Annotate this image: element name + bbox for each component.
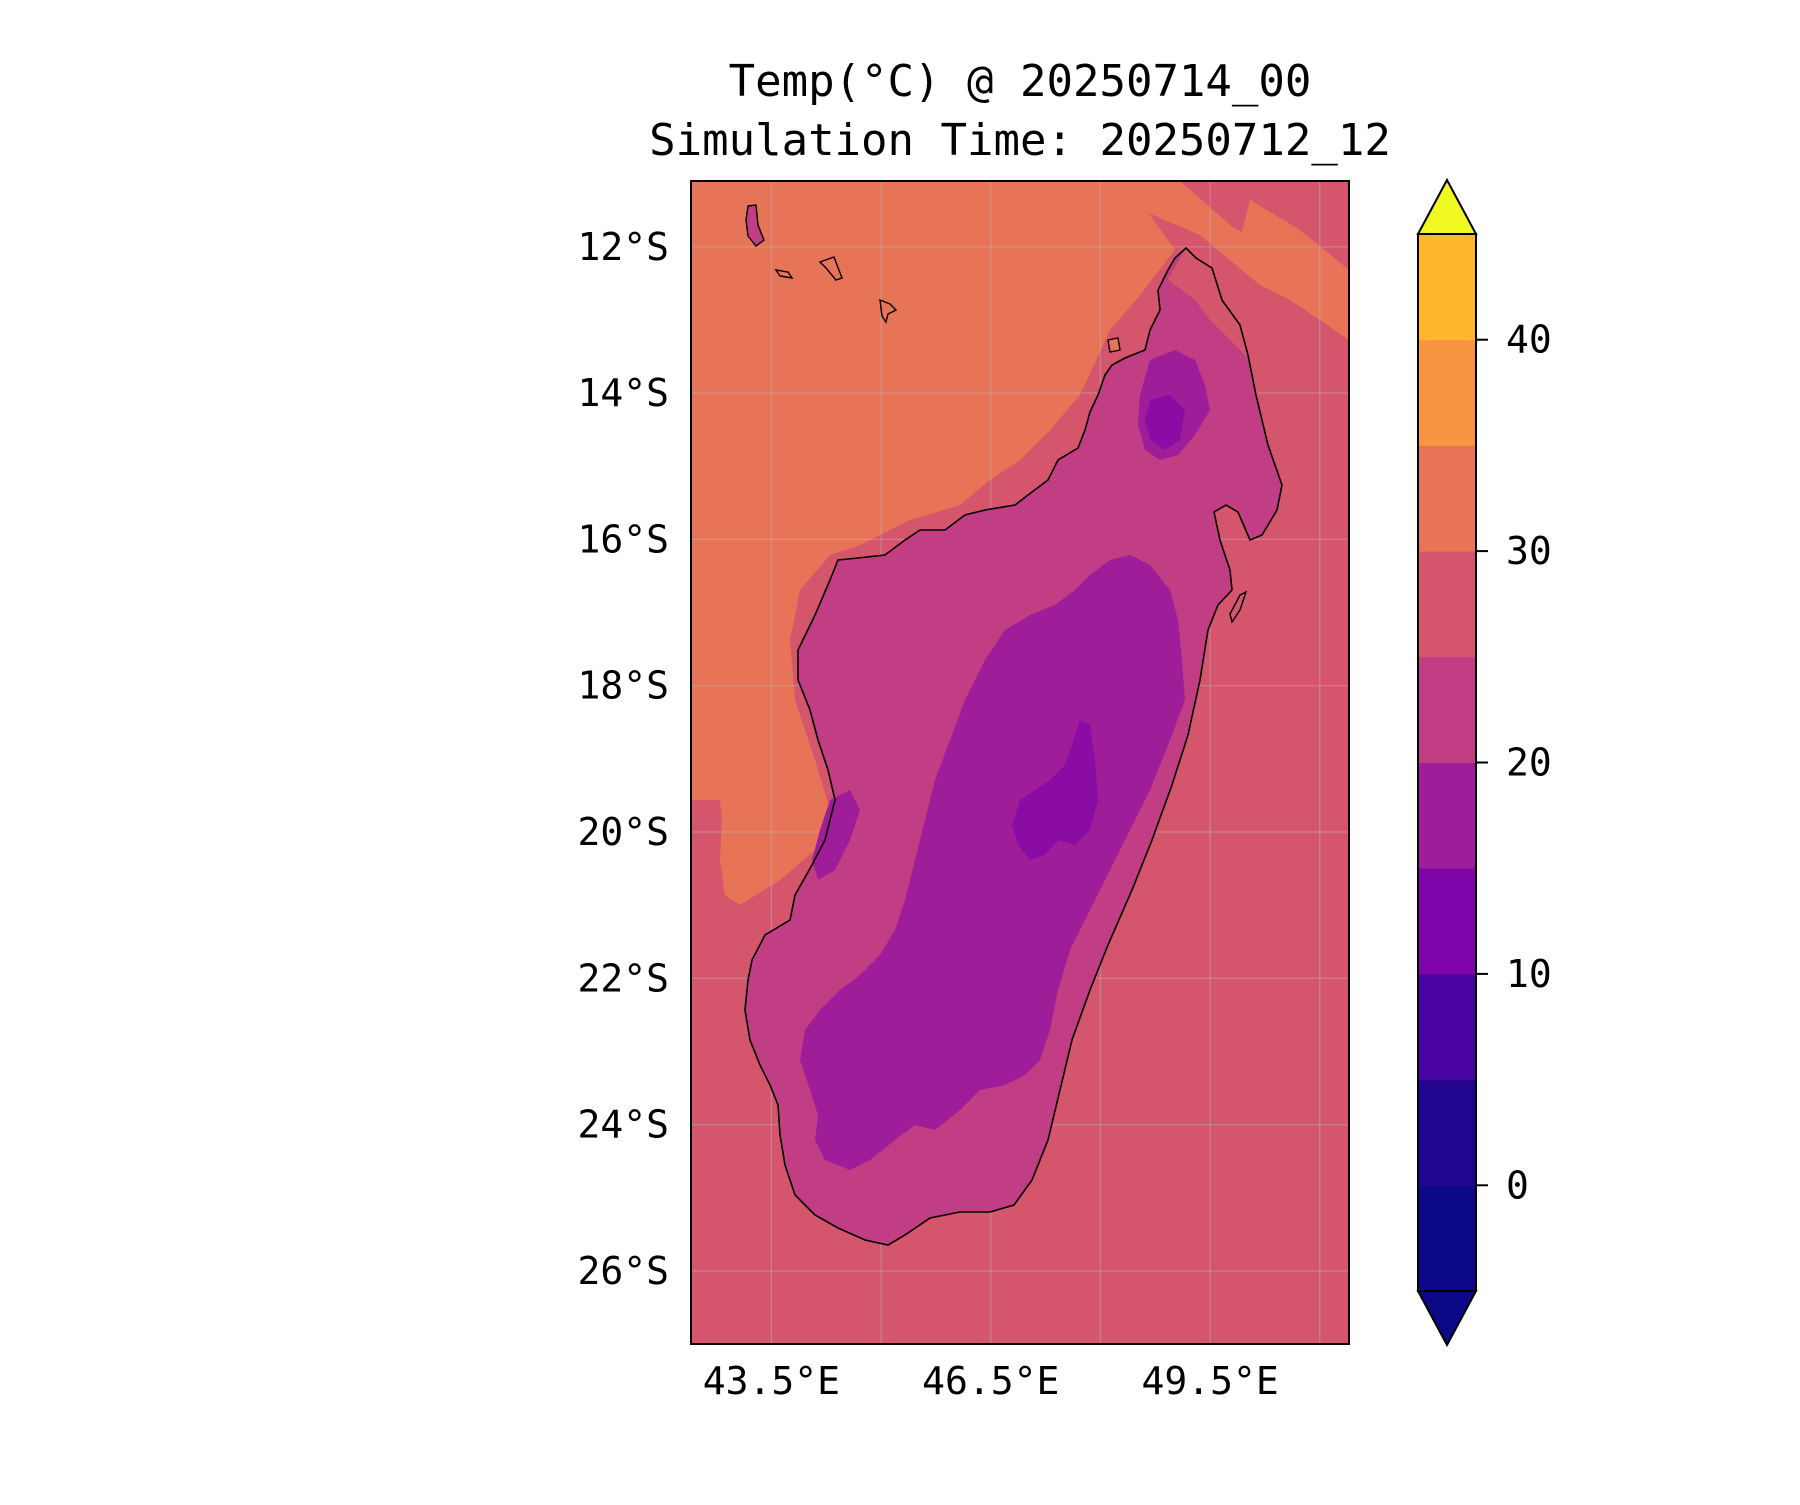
map-frame: [690, 180, 1350, 1345]
x-axis: 43.5°E 46.5°E 49.5°E: [703, 1359, 1279, 1403]
y-tick-label: 20°S: [577, 810, 669, 854]
title-line-2: Simulation Time: 20250712_12: [649, 115, 1391, 166]
y-tick-label: 26°S: [577, 1249, 669, 1293]
colorbar: [1416, 177, 1478, 1348]
colorbar-segment: [1418, 234, 1476, 341]
comoros-grande-comore: [745, 204, 765, 247]
ocean-warm-west-region: [691, 181, 1175, 905]
madagascar-land: [744, 204, 1283, 1246]
colorbar-over-arrow: [1416, 177, 1478, 235]
land-mid-region: [800, 555, 1185, 1170]
colorbar-ticks: 0 10 20 30 40: [1476, 318, 1552, 1207]
sainte-marie-island: [1229, 590, 1248, 624]
land-high-north-region: [1145, 395, 1185, 450]
colorbar-segment: [1418, 1079, 1476, 1186]
colorbar-under-arrow: [1416, 1290, 1478, 1348]
comoros-anjouan: [818, 256, 843, 281]
y-tick-label: 24°S: [577, 1103, 669, 1147]
mayotte-island: [879, 298, 898, 324]
colorbar-segment: [1418, 656, 1476, 763]
ocean-warm-east-strip: [1240, 200, 1349, 340]
colorbar-tick-label: 0: [1506, 1163, 1529, 1207]
y-tick-label: 18°S: [577, 664, 669, 708]
nosy-be-island: [1107, 337, 1121, 353]
colorbar-segment: [1418, 551, 1476, 658]
land-coastal-warm-north: [1168, 248, 1250, 360]
y-axis: 12°S 14°S 16°S 18°S 20°S 22°S 24°S 26°S: [577, 225, 669, 1293]
colorbar-segment: [1418, 973, 1476, 1081]
land-high-region: [1012, 720, 1098, 860]
colorbar-tick-label: 10: [1506, 952, 1552, 996]
colorbar-segment: [1418, 339, 1476, 446]
colorbar-segment: [1418, 1185, 1476, 1292]
x-tick-label: 46.5°E: [922, 1359, 1059, 1403]
colorbar-segment: [1418, 762, 1476, 869]
comoros-moheli: [774, 269, 794, 279]
y-tick-label: 12°S: [577, 225, 669, 269]
madagascar-coastline: [744, 246, 1283, 1246]
y-tick-label: 14°S: [577, 371, 669, 415]
colorbar-segment: [1418, 868, 1476, 975]
colorbar-tick-label: 30: [1506, 529, 1552, 573]
x-tick-label: 49.5°E: [1141, 1359, 1278, 1403]
x-tick-label: 43.5°E: [703, 1359, 840, 1403]
colorbar-tick-label: 40: [1506, 318, 1552, 362]
y-tick-label: 16°S: [577, 517, 669, 561]
y-tick-label: 22°S: [577, 956, 669, 1000]
colorbar-tick-label: 20: [1506, 741, 1552, 785]
colorbar-segment: [1418, 445, 1476, 552]
title-line-1: Temp(°C) @ 20250714_00: [729, 56, 1312, 107]
ocean-warm-region: [691, 181, 1349, 305]
land-mid-west-patch: [812, 790, 860, 880]
